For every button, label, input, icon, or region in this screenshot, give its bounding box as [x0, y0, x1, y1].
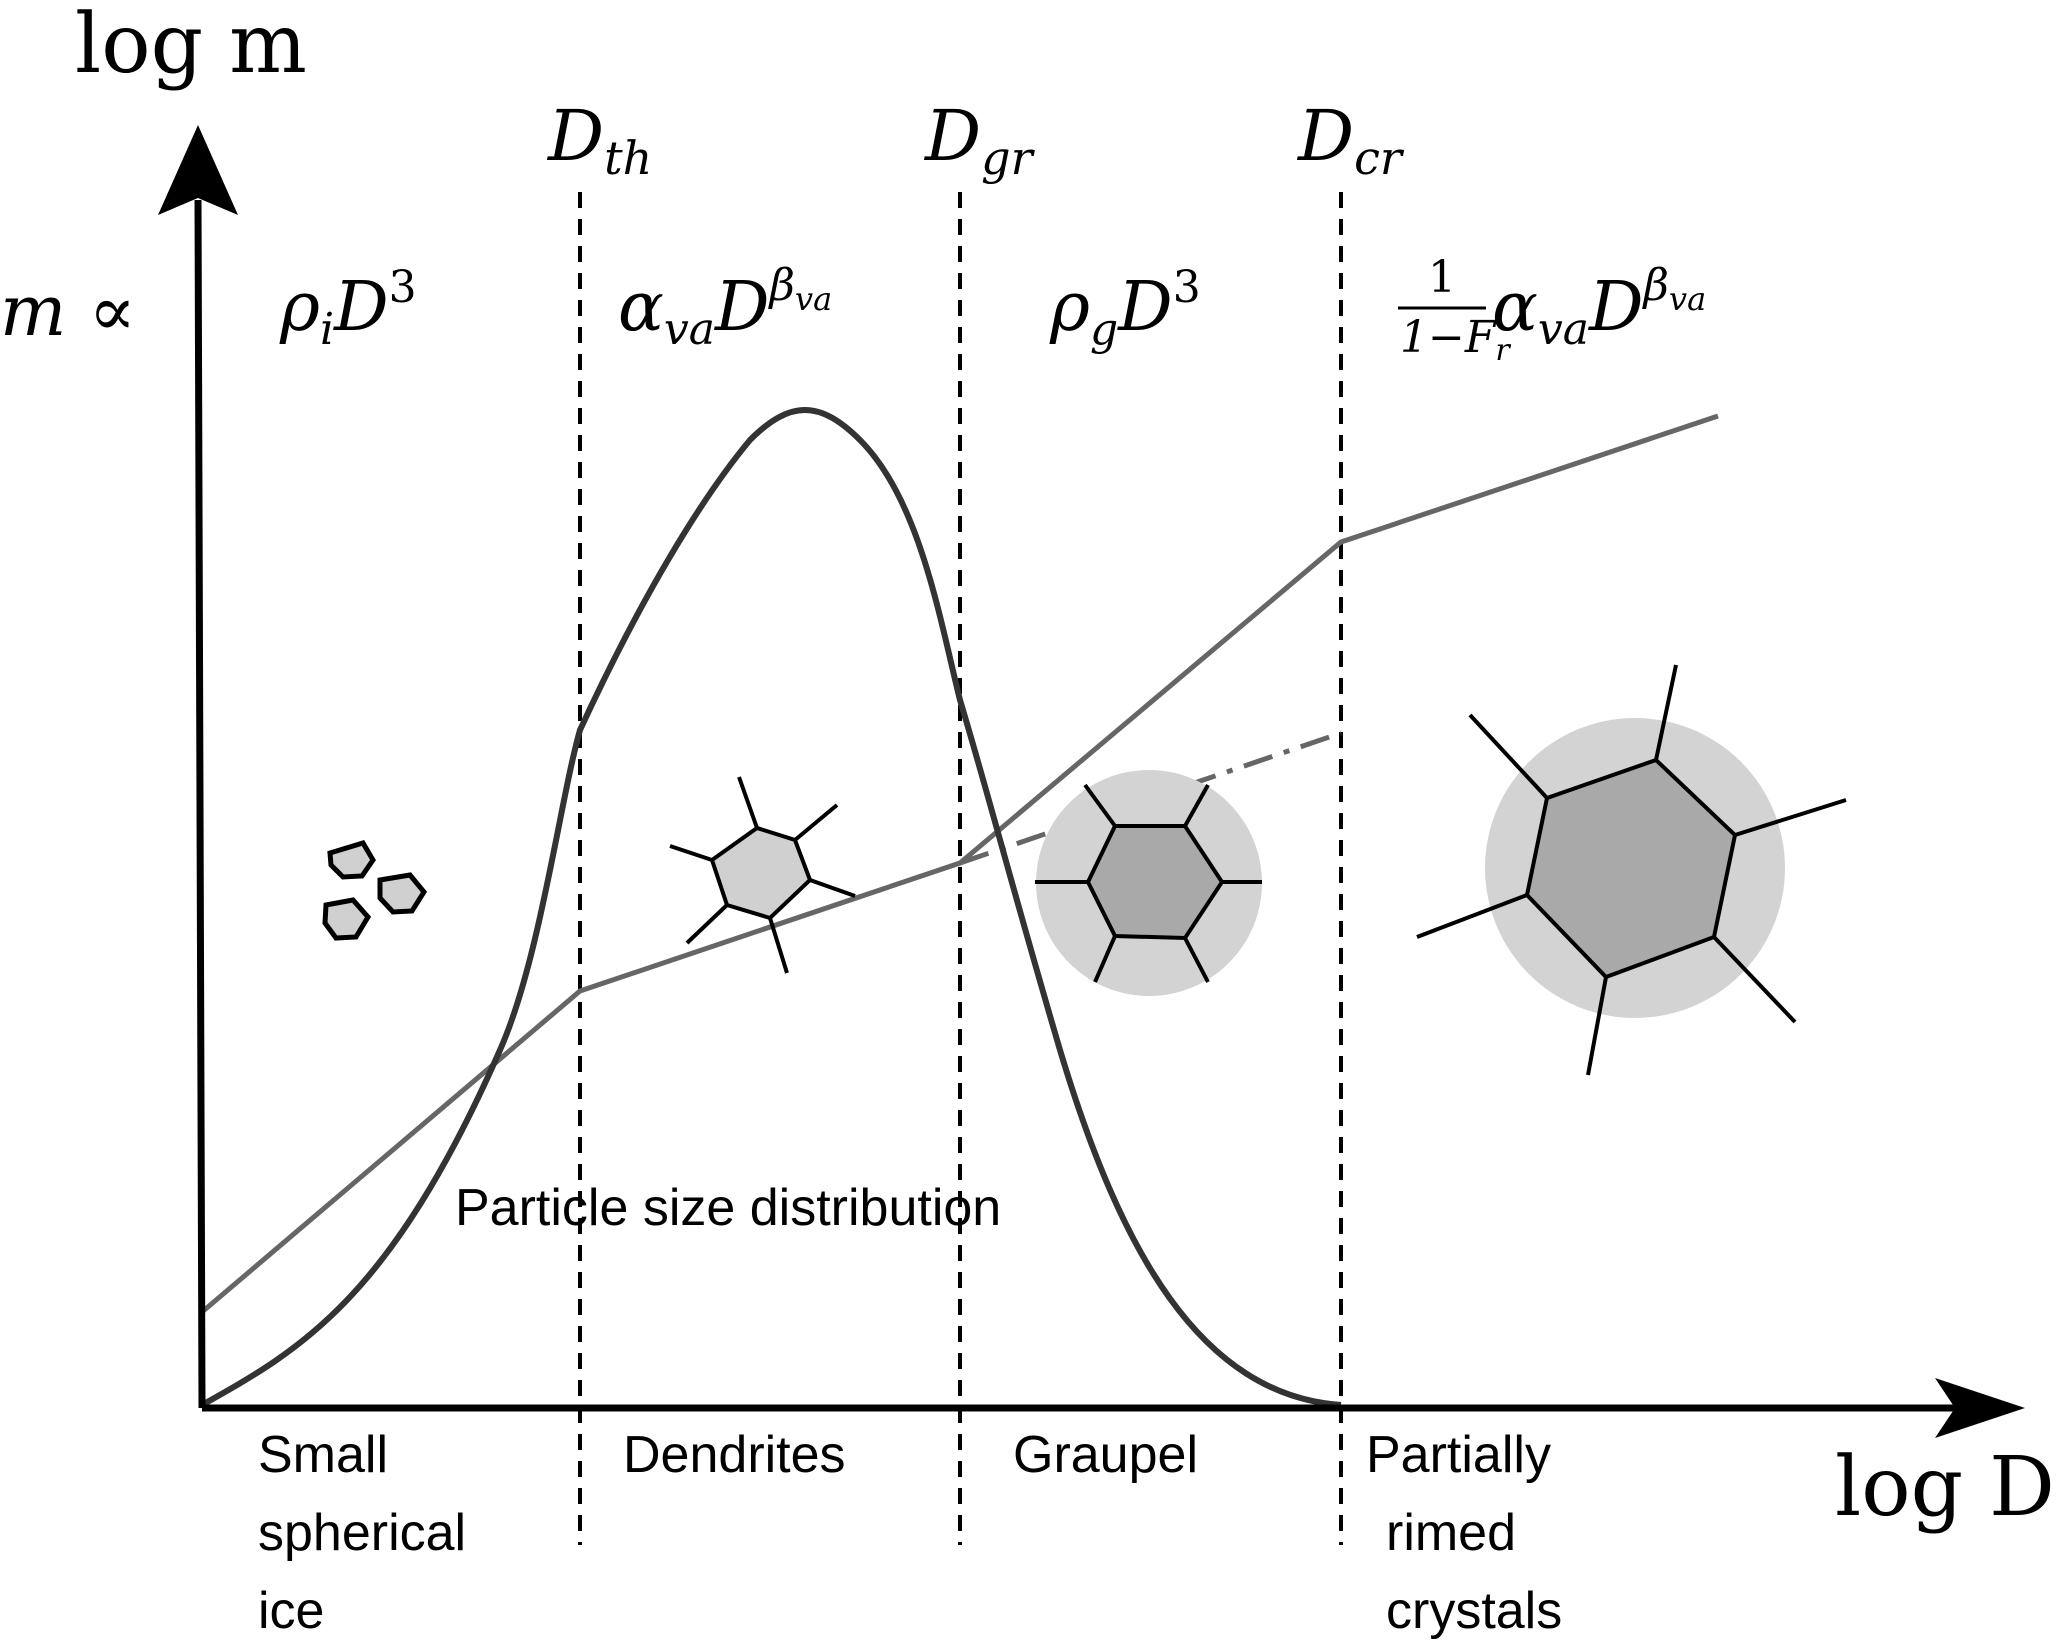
x-axis-arrow — [1935, 1378, 2025, 1438]
law-rimed-body: αvaDβva — [1492, 260, 1706, 355]
x-axis-label: log D — [1835, 1440, 2055, 1535]
law-partially-rimed: 1 1−Fr αvaDβva — [1398, 252, 1706, 368]
psd-curve — [200, 407, 1342, 1408]
category-small-ice: Small spherical ice — [258, 1426, 481, 1640]
small-ice-icon — [322, 840, 428, 941]
mass-proportional-label: m ∝ — [0, 270, 136, 352]
law-small-ice: ρiD3 — [279, 262, 417, 355]
law-graupel: ρgD3 — [1049, 262, 1201, 355]
y-axis — [194, 199, 206, 1409]
dendrite-icon — [669, 776, 856, 974]
category-graupel: Graupel — [1013, 1426, 1198, 1484]
category-dendrites: Dendrites — [623, 1426, 846, 1484]
psd-curve-label: Particle size distribution — [455, 1179, 1001, 1237]
graupel-icon — [1035, 770, 1262, 996]
y-axis-label: log m — [75, 0, 307, 92]
fraction-denominator: 1−Fr — [1400, 312, 1511, 368]
category-partially-rimed: Partially rimed crystals — [1366, 1426, 1565, 1640]
threshold-label-cr: Dcr — [1296, 95, 1405, 185]
law-dendrites: αvaDβva — [618, 260, 832, 355]
y-axis-arrow — [158, 125, 238, 215]
rimed-crystal-icon — [1416, 664, 1847, 1076]
threshold-label-th: Dth — [546, 95, 652, 185]
threshold-label-gr: Dgr — [923, 95, 1036, 185]
fraction-numerator: 1 — [1428, 252, 1456, 303]
